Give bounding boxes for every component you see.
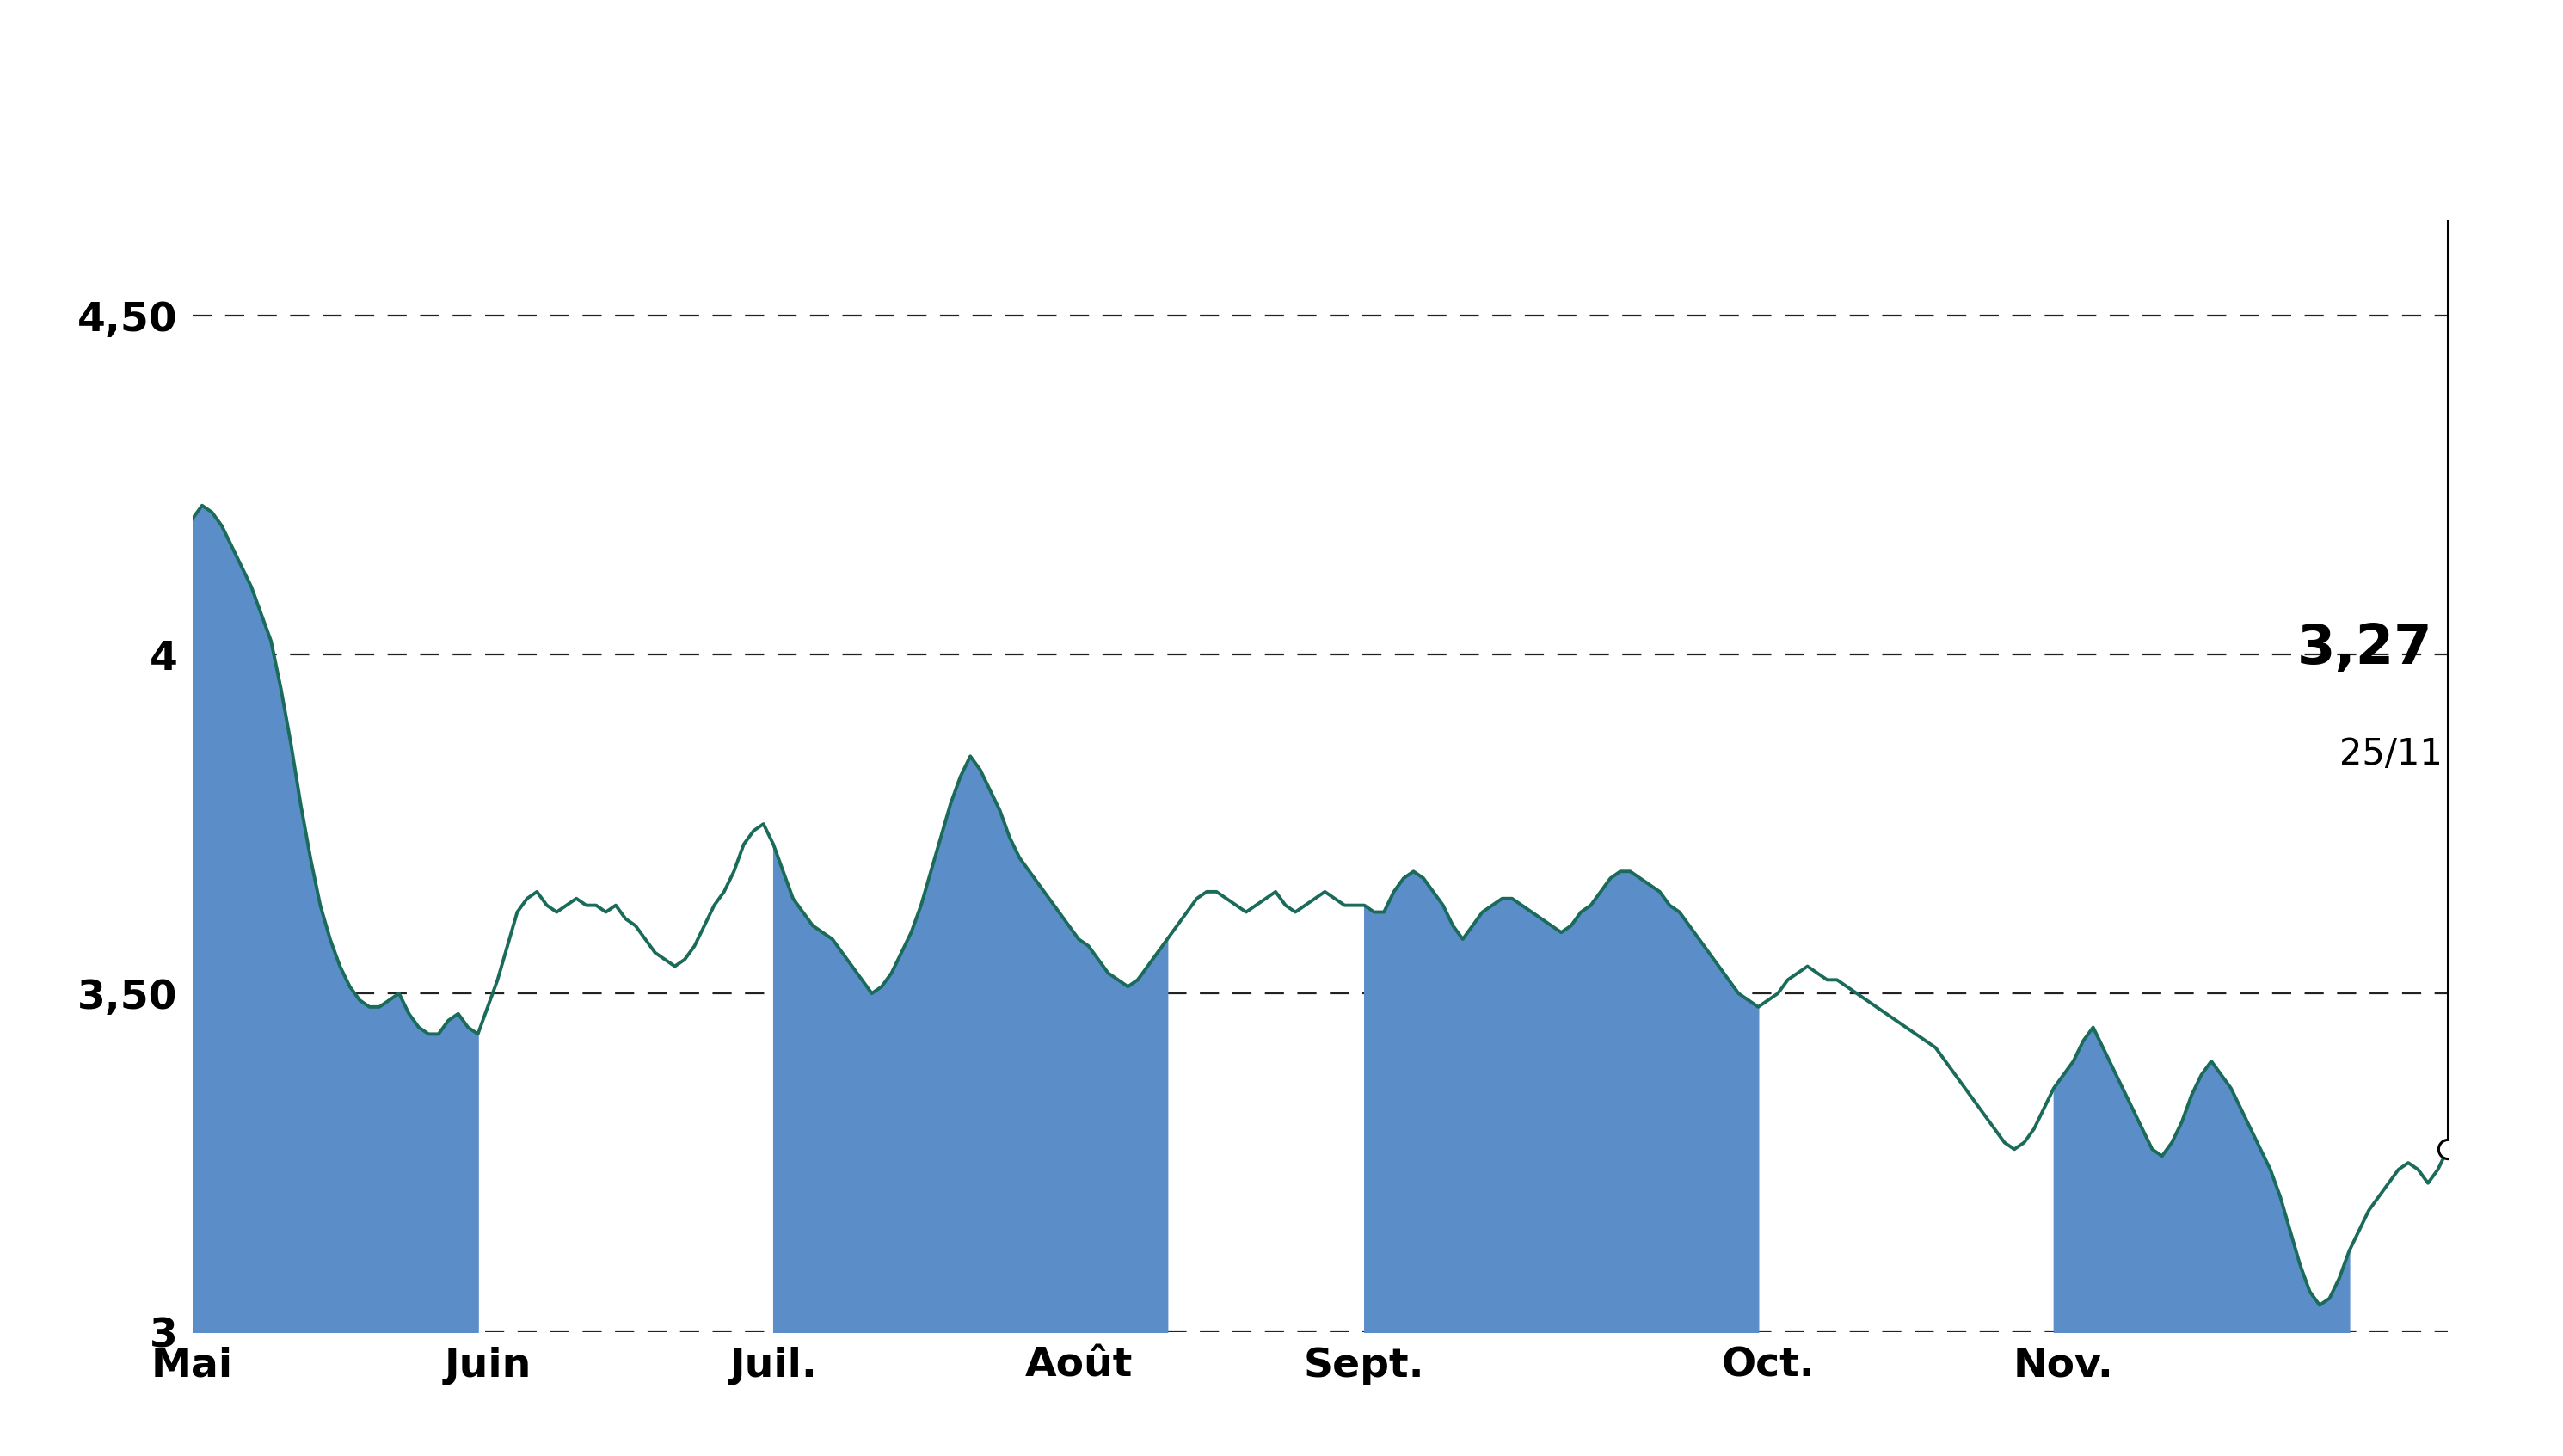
- Text: Borussia Dortmund GmbH & Co KGaA: Borussia Dortmund GmbH & Co KGaA: [428, 42, 2135, 121]
- Text: 3,27: 3,27: [2296, 622, 2432, 676]
- Text: 25/11: 25/11: [2340, 735, 2443, 772]
